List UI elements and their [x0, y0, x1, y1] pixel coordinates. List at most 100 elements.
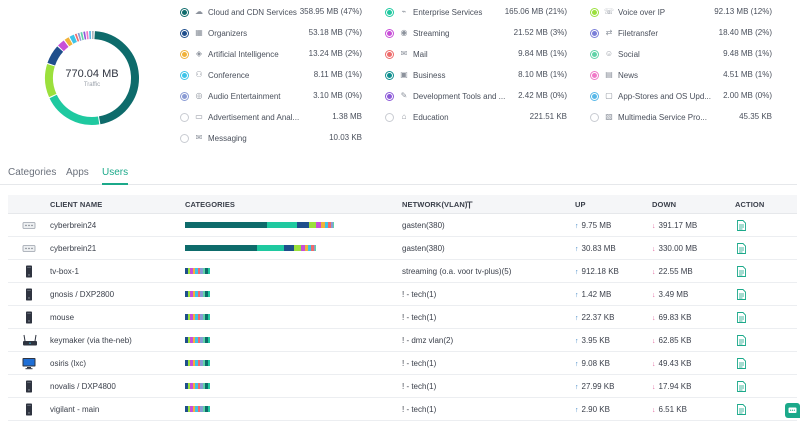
legend-radio[interactable]	[590, 91, 599, 101]
legend-radio[interactable]	[180, 91, 189, 101]
users-table: CLIENT NAME CATEGORIES NETWORK(VLAN) UP …	[8, 195, 797, 421]
report-icon[interactable]	[737, 312, 746, 323]
legend-radio[interactable]	[180, 70, 189, 80]
table-row[interactable]: novalis / DXP4800 ! - tech(1) ↑ 27.99 KB ↓ 17…	[8, 375, 797, 398]
tab-categories[interactable]: Categories	[8, 167, 57, 178]
client-name[interactable]: cyberbrein24	[50, 221, 97, 230]
network-vlan: ! - dmz vlan(2)	[402, 336, 454, 345]
report-icon[interactable]	[737, 266, 746, 277]
legend-item[interactable]: ✉ Mail 9.84 MB (1%)	[385, 47, 567, 61]
legend-radio[interactable]	[385, 28, 394, 38]
tab-apps[interactable]: Apps	[66, 167, 89, 178]
legend-radio[interactable]	[385, 7, 394, 17]
category-segment	[200, 383, 203, 389]
table-row[interactable]: cyberbrein21 gasten(380) ↑ 30.83 MB ↓ 330.00 …	[8, 237, 797, 260]
legend-item[interactable]: ☏ Voice over IP 92.13 MB (12%)	[590, 5, 772, 19]
tower-icon	[22, 311, 36, 324]
legend-radio[interactable]	[385, 91, 394, 101]
tab-users[interactable]: Users	[102, 167, 129, 185]
upload-amount: 3.95 KB	[581, 336, 610, 345]
legend-radio[interactable]	[180, 133, 189, 143]
column-up[interactable]: UP	[575, 200, 586, 209]
legend-item[interactable]: ⌂ Education 221.51 KB	[385, 110, 567, 124]
legend-item[interactable]: ☺ Social 9.48 MB (1%)	[590, 47, 772, 61]
phone-icon: ☏	[604, 7, 615, 16]
report-icon[interactable]	[737, 243, 746, 254]
network-vlan: gasten(380)	[402, 244, 445, 253]
client-name[interactable]: cyberbrein21	[50, 244, 97, 253]
filter-icon[interactable]	[466, 195, 473, 214]
table-row[interactable]: mouse ! - tech(1) ↑ 22.37 KB ↓ 69.83 KB	[8, 306, 797, 329]
report-icon[interactable]	[737, 289, 746, 300]
message-icon: ✉	[195, 133, 203, 142]
legend-radio[interactable]	[385, 49, 394, 59]
category-segment	[197, 360, 201, 366]
legend-item[interactable]: ▭ Advertisement and Anal... 1.38 MB	[180, 110, 362, 124]
column-network[interactable]: NETWORK(VLAN)	[402, 200, 468, 209]
download-value: ↓ 330.00 MB	[652, 237, 697, 261]
report-icon[interactable]	[737, 404, 746, 415]
category-segment	[304, 245, 309, 251]
legend-radio[interactable]	[590, 49, 599, 59]
table-row[interactable]: cyberbrein24 gasten(380) ↑ 9.75 MB ↓ 391.17 M…	[8, 214, 797, 237]
category-segment	[207, 291, 211, 297]
donut-slice	[49, 94, 100, 125]
category-segment	[283, 245, 295, 251]
report-icon[interactable]	[737, 335, 746, 346]
legend-radio[interactable]	[385, 70, 394, 80]
legend-item[interactable]: ▢ App-Stores and OS Upd... 2.00 MB (0%)	[590, 89, 772, 103]
legend-item[interactable]: ▣ Business 8.10 MB (1%)	[385, 68, 567, 82]
enterprise-icon: ⌁	[401, 7, 407, 16]
legend-label: Audio Entertainment	[208, 91, 281, 101]
legend-item[interactable]: ◈ Artificial Intelligence 13.24 MB (2%)	[180, 47, 362, 61]
download-value: ↓ 391.17 MB	[652, 214, 697, 238]
legend-item[interactable]: ◎ Audio Entertainment 3.10 MB (0%)	[180, 89, 362, 103]
legend-item[interactable]: ☁ Cloud and CDN Services 358.95 MB (47%)	[180, 5, 362, 19]
column-categories[interactable]: CATEGORIES	[185, 200, 236, 209]
column-client-name[interactable]: CLIENT NAME	[50, 200, 103, 209]
arrow-down-icon: ↓	[652, 269, 656, 276]
report-icon[interactable]	[737, 220, 746, 231]
legend-item[interactable]: ▧ Multimedia Service Pro... 45.35 KB	[590, 110, 772, 124]
client-name[interactable]: osiris (lxc)	[50, 359, 86, 368]
client-name[interactable]: gnosis / DXP2800	[50, 290, 115, 299]
legend-item[interactable]: ◉ Streaming 21.52 MB (3%)	[385, 26, 567, 40]
legend-radio[interactable]	[180, 49, 189, 59]
legend-label: Enterprise Services	[413, 7, 483, 17]
legend-radio[interactable]	[385, 112, 394, 122]
legend-item[interactable]: ✎ Development Tools and ... 2.42 MB (0%)	[385, 89, 567, 103]
table-row[interactable]: tv-box-1 streaming (o.a. voor tv-plus)(5)…	[8, 260, 797, 283]
client-name[interactable]: keymaker (via the-neb)	[50, 336, 132, 345]
legend-item[interactable]: ▤ News 4.51 MB (1%)	[590, 68, 772, 82]
chat-icon[interactable]	[785, 403, 800, 418]
legend-radio[interactable]	[180, 7, 189, 17]
legend-item[interactable]: ⇄ Filetransfer 18.40 MB (2%)	[590, 26, 772, 40]
legend-item[interactable]: ✉ Messaging 10.03 KB	[180, 131, 362, 145]
table-row[interactable]: osiris (lxc) ! - tech(1) ↑ 9.08 KB ↓ 49.43 KB	[8, 352, 797, 375]
legend-radio[interactable]	[180, 28, 189, 38]
client-name[interactable]: vigilant - main	[50, 405, 100, 414]
report-icon[interactable]	[737, 381, 746, 392]
legend-item[interactable]: ⌁ Enterprise Services 165.06 MB (21%)	[385, 5, 567, 19]
legend-radio[interactable]	[590, 7, 599, 17]
arrow-up-icon: ↑	[575, 223, 579, 230]
client-name[interactable]: mouse	[50, 313, 75, 322]
category-segment	[311, 245, 314, 251]
legend-radio[interactable]	[180, 112, 189, 122]
table-row[interactable]: vigilant - main ! - tech(1) ↑ 2.90 KB ↓ 6.51 …	[8, 398, 797, 421]
legend-radio[interactable]	[590, 70, 599, 80]
legend-item[interactable]: ▦ Organizers 53.18 MB (7%)	[180, 26, 362, 40]
column-down[interactable]: DOWN	[652, 200, 677, 209]
legend-radio[interactable]	[590, 112, 599, 122]
client-name[interactable]: novalis / DXP4800	[50, 382, 116, 391]
streaming-icon: ◉	[400, 28, 408, 37]
download-value: ↓ 17.94 KB	[652, 375, 691, 399]
legend-radio[interactable]	[590, 28, 599, 38]
client-name[interactable]: tv-box-1	[50, 267, 79, 276]
legend-item[interactable]: ⚇ Conference 8.11 MB (1%)	[180, 68, 362, 82]
category-segment	[192, 406, 196, 412]
legend-value: 10.03 KB	[329, 133, 362, 142]
report-icon[interactable]	[737, 358, 746, 369]
table-row[interactable]: gnosis / DXP2800 ! - tech(1) ↑ 1.42 MB ↓ 3.49…	[8, 283, 797, 306]
table-row[interactable]: keymaker (via the-neb) ! - dmz vlan(2) ↑ 3.…	[8, 329, 797, 352]
